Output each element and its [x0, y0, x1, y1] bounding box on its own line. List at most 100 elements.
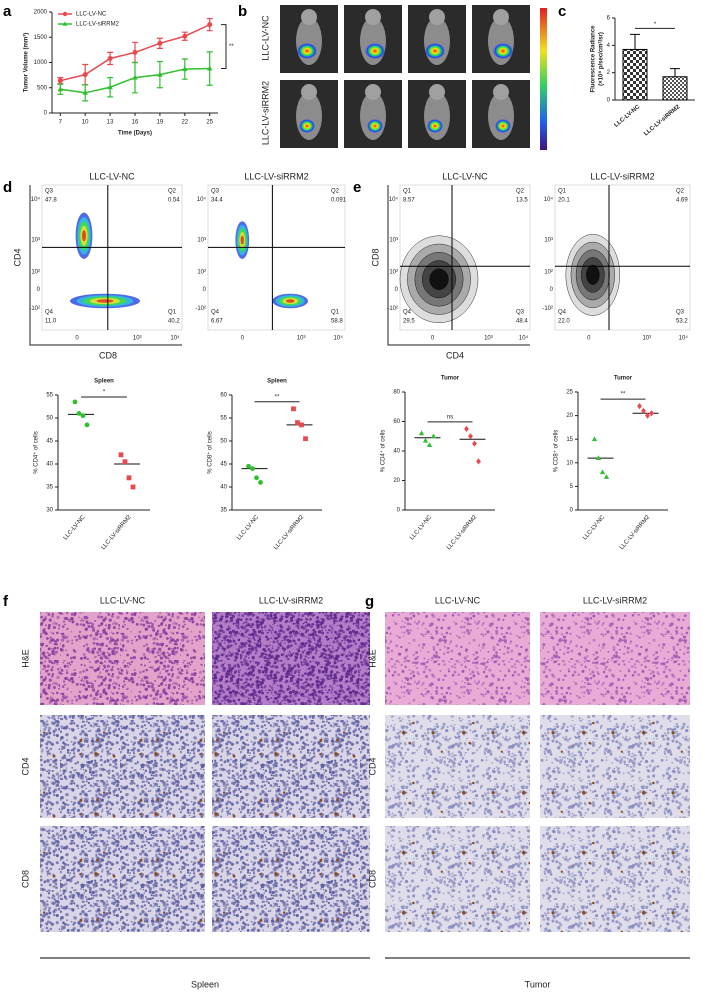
- y-tick-label: 1500: [34, 35, 48, 41]
- x-tick-label: 13: [107, 120, 114, 126]
- density: [285, 299, 295, 303]
- luminescence: [367, 119, 383, 133]
- marker: [207, 22, 213, 28]
- flow-axes: [29, 185, 182, 346]
- marker: [130, 484, 136, 490]
- x-tick-label: LLC-LV-siRRM2: [643, 104, 681, 138]
- y-tick-label: 25: [566, 390, 573, 396]
- y-tick-label: 10⁴: [544, 196, 554, 203]
- y-axis-label: (×10⁸ p/sec/cm²/sr): [598, 32, 605, 86]
- marker: [254, 475, 259, 481]
- mouse-head: [429, 9, 445, 25]
- marker: [182, 66, 188, 72]
- column-label: LLC-LV-NC: [100, 595, 146, 605]
- quadrant-value: 4.69: [676, 198, 688, 204]
- y-tick-label: 0: [570, 508, 574, 514]
- plot-title: LLC-LV-NC: [89, 171, 135, 181]
- quadrant-value: 58.8: [331, 319, 343, 325]
- x-tick-label: 10: [82, 120, 89, 126]
- y-tick-label: 5: [570, 484, 574, 490]
- quadrant-value: 0.54: [168, 198, 180, 204]
- quadrant-name: Q4: [558, 310, 567, 316]
- marker: [464, 425, 469, 432]
- micrograph: [40, 612, 205, 705]
- y-tick-label: 10³: [197, 238, 206, 244]
- micrograph: [385, 826, 530, 932]
- marker: [57, 78, 63, 84]
- marker: [107, 84, 113, 90]
- y-tick-label: 35: [46, 485, 53, 491]
- marker: [591, 436, 598, 442]
- quadrant-name: Q2: [676, 189, 685, 195]
- marker: [645, 412, 650, 419]
- marker: [72, 399, 78, 405]
- panel-letter: g: [365, 593, 374, 610]
- marker: [468, 433, 473, 440]
- annotation: *: [103, 390, 106, 396]
- y-axis-label: Fluorescence Radiance: [591, 25, 597, 93]
- y-tick-label: 55: [220, 416, 227, 422]
- quadrant-name: Q4: [403, 310, 412, 316]
- tissue-label: Tumor: [525, 979, 551, 989]
- marker: [157, 40, 163, 46]
- y-tick-label: 35: [220, 508, 227, 514]
- y-tick-label: 2000: [34, 10, 48, 16]
- micrograph: [385, 715, 530, 818]
- marker: [422, 437, 429, 443]
- marker: [157, 71, 163, 77]
- plot-frame: [41, 184, 183, 331]
- quadrant-value: 34.4: [211, 198, 223, 204]
- y-tick-label: 45: [220, 462, 227, 468]
- quadrant-value: 13.5: [516, 198, 528, 204]
- annotation: ns: [447, 414, 453, 420]
- y-axis-label: Tumor Volume (mm³): [23, 33, 30, 92]
- x-tick-label: 10³: [133, 336, 142, 342]
- density: [96, 299, 114, 303]
- mouse-head: [429, 84, 445, 100]
- x-tick-label: 10³: [642, 336, 651, 342]
- mouse-head: [301, 9, 317, 25]
- y-tick-label: 40: [220, 485, 227, 491]
- marker: [82, 89, 88, 95]
- y-axis-label: CD4: [12, 248, 22, 266]
- y-tick-label: -10²: [387, 306, 398, 312]
- y-tick-label: 80: [393, 390, 400, 396]
- y-tick-label: 0: [395, 287, 399, 293]
- marker: [206, 65, 213, 71]
- y-tick-label: 10⁴: [31, 196, 41, 203]
- error-bar: [630, 33, 640, 50]
- quadrant-value: 8.57: [403, 198, 415, 204]
- y-tick-label: 30: [46, 508, 53, 514]
- x-tick-label: 16: [132, 120, 139, 126]
- marker: [84, 422, 90, 428]
- row-label: H&E: [367, 649, 377, 668]
- luminescence: [365, 43, 385, 59]
- legend-label: LLC-LV-NC: [76, 12, 107, 18]
- panel-letter: f: [3, 593, 9, 610]
- y-axis-label: % CD8⁺ of cells: [553, 430, 560, 473]
- quadrant-value: 29.5: [403, 319, 415, 325]
- y-tick-label: 0: [607, 98, 611, 104]
- tissue-label: Spleen: [191, 979, 219, 989]
- luminescence: [425, 43, 445, 59]
- y-tick-label: 60: [393, 419, 400, 425]
- x-tick-label: 10³: [297, 336, 306, 342]
- quadrant-value: 40.2: [168, 319, 180, 325]
- luminescence: [427, 119, 443, 133]
- plot-title: LLC-LV-siRRM2: [590, 171, 654, 181]
- quadrant-value: 53.2: [676, 319, 688, 325]
- mouse-head: [365, 84, 381, 100]
- marker: [291, 406, 296, 412]
- marker: [295, 420, 300, 425]
- panel-letter: d: [3, 179, 12, 196]
- quadrant-name: Q3: [45, 189, 54, 195]
- x-tick-label: 0: [587, 336, 591, 342]
- micrograph: [540, 612, 690, 705]
- quadrant-name: Q1: [403, 189, 412, 195]
- mouse-head: [301, 84, 317, 100]
- y-tick-label: 10²: [197, 270, 206, 276]
- marker: [426, 442, 433, 448]
- annotation: *: [654, 22, 657, 28]
- micrograph: [212, 715, 370, 818]
